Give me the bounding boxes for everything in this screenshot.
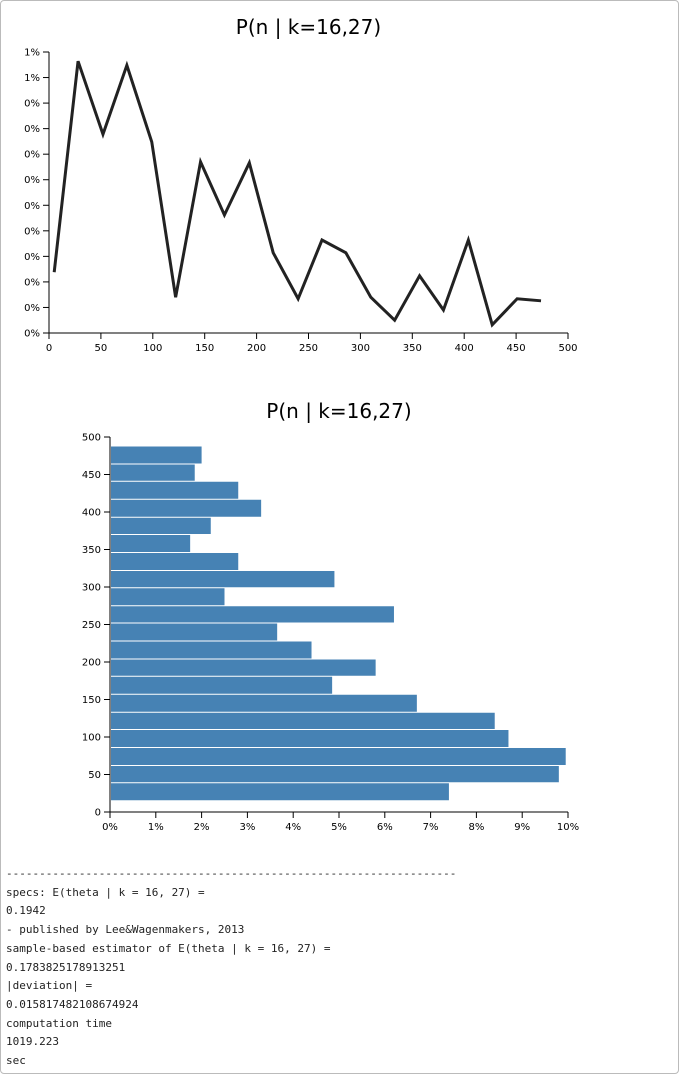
x-tick-label: 150 [195,343,214,354]
bar [111,730,509,747]
x-tick-label: 50 [95,343,108,354]
output-line: 0.015817482108674924 [6,997,139,1011]
x-tick-label: 100 [143,343,162,354]
x-tick-label: 5% [331,822,347,833]
output-line: 0.1783825178913251 [6,960,126,974]
y-tick-label: 1% [24,48,40,59]
x-tick-label: 10% [557,822,579,833]
output-line: specs: E(theta | k = 16, 27) = [6,885,205,899]
bar [111,748,566,765]
bar [111,694,417,712]
x-tick-label: 2% [194,822,210,833]
bar [111,712,495,729]
bar [111,481,239,499]
bar [111,535,191,552]
line [52,60,542,328]
bar [111,641,312,659]
bar [111,588,225,606]
y-tick-label: 400 [82,508,101,519]
output-line: sec [6,1054,26,1068]
y-tick-label: 0% [24,226,40,237]
output-line: - published by Lee&Wagenmakers, 2013 [6,923,245,937]
chart-title: P(n | k=16,27) [236,15,381,39]
separator: ----------------------------------------… [6,867,457,880]
bar [111,783,449,801]
y-tick-label: 0% [24,124,40,135]
output-line: computation time [6,1016,112,1030]
y-tick-label: 450 [82,470,101,481]
text-output: ----------------------------------------… [6,865,456,1071]
y-tick-label: 100 [82,733,101,744]
y-tick-label: 0 [95,808,101,819]
x-tick-label: 350 [403,343,422,354]
bar [111,517,211,534]
y-tick-label: 500 [82,433,101,444]
output-line: sample-based estimator of E(theta | k = … [6,941,331,955]
x-tick-label: 9% [514,822,530,833]
y-tick-label: 350 [82,545,101,556]
bar [111,676,333,694]
bar [111,464,195,481]
y-tick-label: 0% [24,252,40,263]
y-tick-label: 300 [82,583,101,594]
y-tick-label: 0% [24,99,40,110]
x-tick-label: 200 [247,343,266,354]
bar [111,553,239,570]
x-tick-label: 0 [46,343,52,354]
y-tick-label: 0% [24,277,40,288]
x-tick-label: 4% [285,822,301,833]
y-tick-label: 1% [24,73,40,84]
y-tick-label: 50 [88,770,101,781]
x-tick-label: 8% [468,822,484,833]
x-tick-label: 400 [455,343,474,354]
bar [111,499,262,517]
y-tick-label: 150 [82,695,101,706]
x-tick-label: 500 [558,343,577,354]
y-tick-label: 200 [82,658,101,669]
bar [111,606,394,623]
bar [111,623,278,641]
y-tick-label: 250 [82,620,101,631]
x-tick-label: 7% [423,822,439,833]
chart-title: P(n | k=16,27) [266,399,411,423]
bar [111,571,335,588]
bar [111,659,376,676]
y-tick-label: 0% [24,329,40,340]
x-tick-label: 0% [102,822,118,833]
x-tick-label: 3% [239,822,255,833]
x-tick-label: 1% [148,822,164,833]
x-tick-label: 300 [351,343,370,354]
x-tick-label: 450 [507,343,526,354]
bar [111,446,202,464]
charts: P(n | k=16,27) 0% 0% 0% 0% 0% 0% 0% 0% 0% 0% 1% 1% 0 5… [24,15,579,833]
x-tick-label: 6% [377,822,393,833]
y-tick-label: 0% [24,175,40,186]
output-line: 0.1942 [6,904,46,918]
y-tick-label: 0% [24,150,40,161]
output-line: 1019.223 [6,1035,59,1049]
y-tick-label: 0% [24,201,40,212]
x-tick-label: 250 [299,343,318,354]
bar [111,766,559,783]
output-line: |deviation| = [6,979,93,993]
y-tick-label: 0% [24,303,40,314]
